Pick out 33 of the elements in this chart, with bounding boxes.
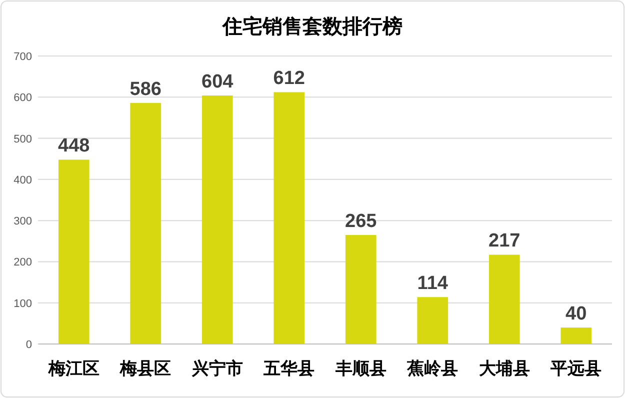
data-label: 604 [202,71,234,92]
bar [560,328,592,344]
y-tick-label: 700 [14,51,32,63]
bar [488,254,520,344]
data-label: 612 [273,68,305,90]
x-tick-label: 平远县 [550,359,602,378]
x-tick-label: 蕉岭县 [406,359,458,378]
data-label: 217 [488,230,520,252]
data-label: 448 [58,136,90,157]
y-tick-label: 600 [14,92,32,104]
bar [345,234,376,344]
x-tick-label: 丰顺县 [334,359,386,378]
x-tick-label: 梅江区 [47,359,100,378]
x-tick-label: 兴宁市 [190,359,243,378]
data-label: 586 [130,78,162,100]
bar [130,102,162,344]
data-label: 114 [417,273,448,294]
y-tick-label: 300 [14,216,32,228]
y-tick-label: 400 [14,174,32,186]
y-tick-label: 200 [14,256,32,269]
chart-title: 住宅销售套数排行榜 [222,15,402,38]
x-tick-label: 五华县 [262,359,315,378]
bar [274,92,305,344]
y-tick-label: 0 [26,339,32,351]
data-label: 265 [345,210,378,232]
bar [202,95,233,344]
y-tick-label: 500 [14,133,32,146]
x-tick-label: 梅县区 [119,359,172,378]
bar [58,160,90,344]
y-tick-label: 100 [14,298,32,310]
bar [417,297,448,344]
data-label: 40 [566,304,587,325]
x-tick-label: 大埔县 [478,359,530,378]
